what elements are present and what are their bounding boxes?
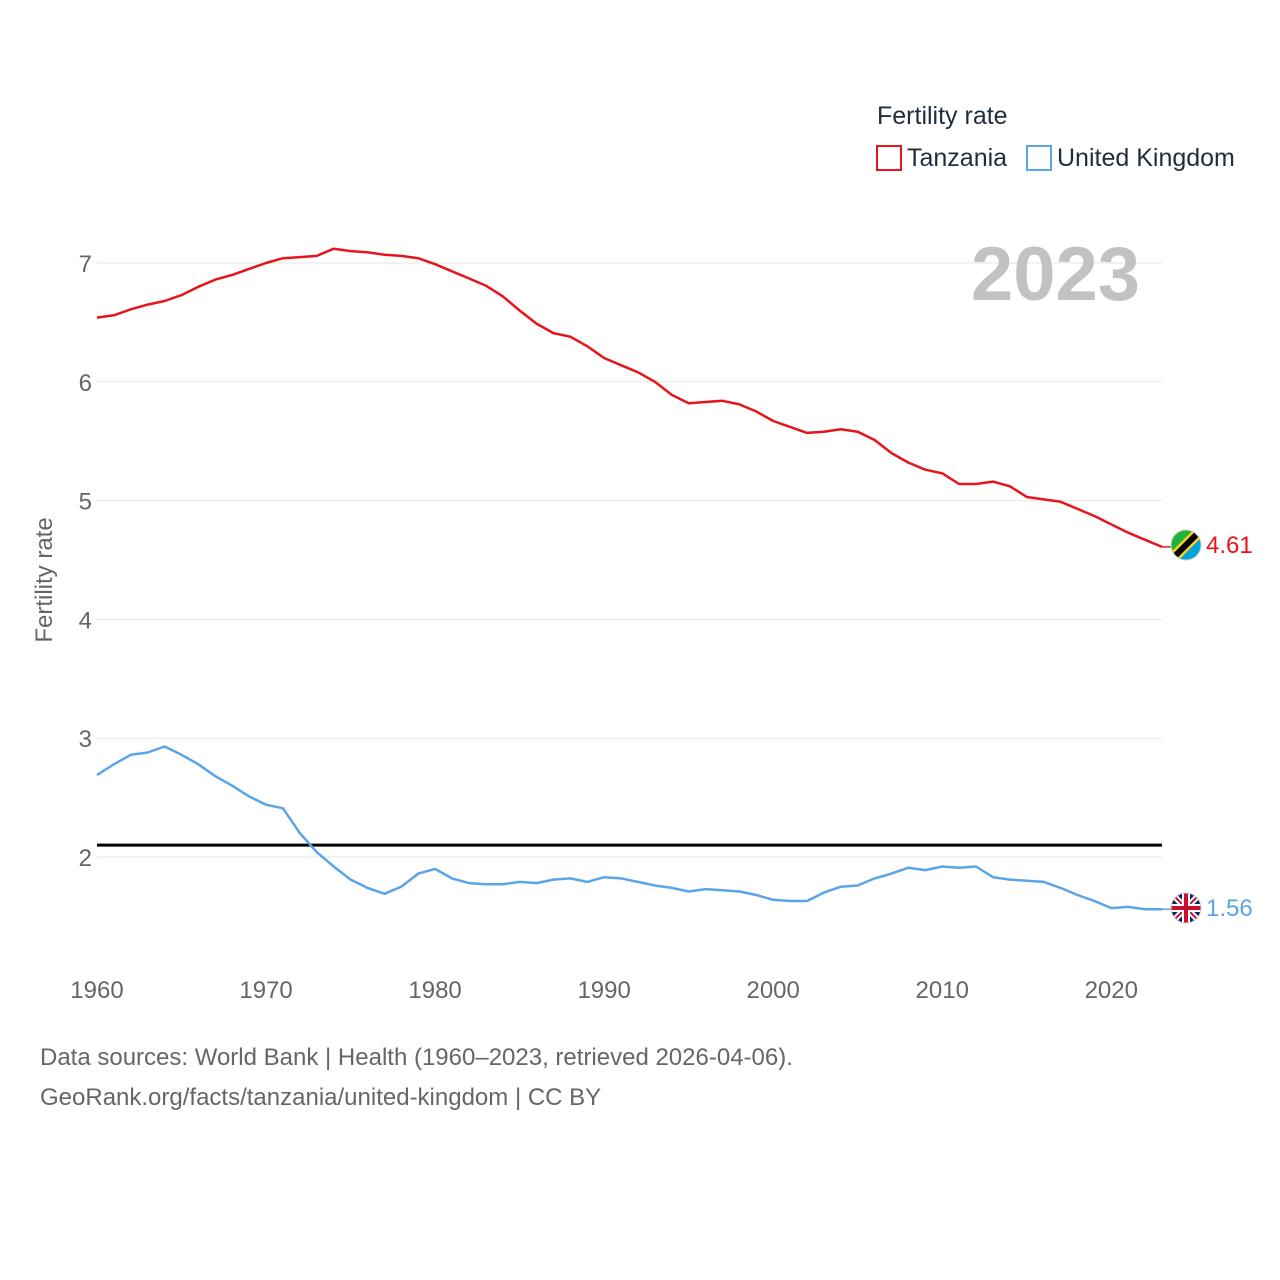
united-kingdom-marker-ring <box>1170 892 1202 924</box>
legend-swatch-tanzania[interactable] <box>876 145 902 171</box>
tanzania-marker-ring <box>1170 529 1202 561</box>
united-kingdom-end-value: 1.56 <box>1206 895 1253 922</box>
tanzania-end-value: 4.61 <box>1206 532 1253 559</box>
united-kingdom-flag-icon <box>1171 893 1201 923</box>
tanzania-flag-icon <box>1171 530 1201 560</box>
y-tick-label: 5 <box>79 489 92 516</box>
y-tick-label: 2 <box>79 845 92 872</box>
x-tick-label: 1960 <box>70 977 123 1004</box>
y-axis-ticks: 2 3 4 5 6 7 <box>79 251 92 872</box>
x-tick-label: 1970 <box>239 977 292 1004</box>
y-tick-label: 7 <box>79 251 92 278</box>
y-axis-title: Fertility rate <box>31 517 58 642</box>
x-tick-label: 2010 <box>916 977 969 1004</box>
legend-label-united-kingdom[interactable]: United Kingdom <box>1057 144 1235 172</box>
year-label: 2023 <box>971 232 1140 317</box>
x-tick-label: 2000 <box>746 977 799 1004</box>
series-line-united-kingdom[interactable] <box>96 745 1162 911</box>
legend-label-tanzania[interactable]: Tanzania <box>907 144 1007 172</box>
x-tick-label: 1990 <box>577 977 630 1004</box>
gridlines <box>97 262 1162 858</box>
x-axis-ticks: 1960 1970 1980 1990 2000 2010 2020 <box>70 977 1138 1004</box>
footer-sources: Data sources: World Bank | Health (1960–… <box>40 1044 793 1071</box>
x-tick-label: 2020 <box>1085 977 1138 1004</box>
x-tick-label: 1980 <box>408 977 461 1004</box>
y-tick-label: 3 <box>79 726 92 753</box>
y-tick-label: 6 <box>79 370 92 397</box>
series-line-tanzania[interactable] <box>96 247 1163 549</box>
legend-title: Fertility rate <box>877 102 1008 130</box>
legend-swatch-united-kingdom[interactable] <box>1026 145 1052 171</box>
footer-attribution[interactable]: GeoRank.org/facts/tanzania/united-kingdo… <box>40 1084 602 1111</box>
y-tick-label: 4 <box>79 607 92 634</box>
legend: Fertility rate Tanzania United Kingdom <box>876 102 1235 172</box>
end-markers <box>1162 546 1171 911</box>
series-lines <box>96 247 1163 911</box>
